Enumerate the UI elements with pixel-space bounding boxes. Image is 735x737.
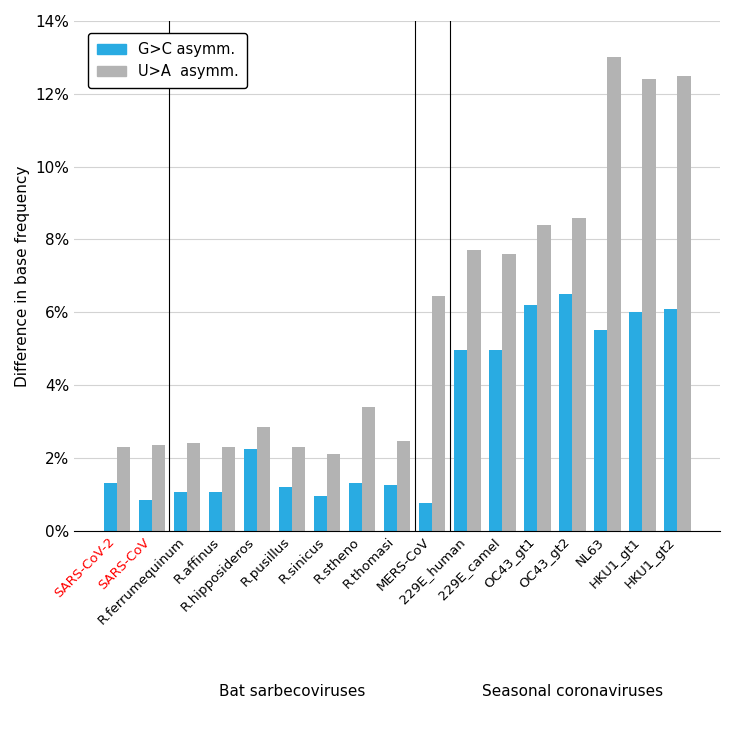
Bar (594, 330, 607, 531)
Bar (327, 454, 340, 531)
Text: Seasonal coronaviruses: Seasonal coronaviruses (481, 683, 663, 699)
Bar (607, 57, 620, 531)
Bar (454, 351, 467, 531)
Bar (524, 305, 537, 531)
Bar (432, 296, 445, 531)
Bar (384, 485, 397, 531)
Bar (419, 503, 432, 531)
Y-axis label: Difference in base frequency: Difference in base frequency (15, 165, 30, 386)
Bar (257, 427, 270, 531)
Bar (559, 294, 573, 531)
Text: Bat sarbecoviruses: Bat sarbecoviruses (219, 683, 365, 699)
Bar (314, 496, 327, 531)
Bar (489, 351, 502, 531)
Bar (104, 483, 117, 531)
Bar (349, 483, 362, 531)
Bar (664, 309, 678, 531)
Legend: G>C asymm., U>A  asymm.: G>C asymm., U>A asymm. (88, 33, 247, 88)
Bar (152, 445, 165, 531)
Bar (222, 447, 235, 531)
Bar (642, 80, 656, 531)
Bar (502, 254, 515, 531)
Bar (629, 312, 642, 531)
Bar (573, 217, 586, 531)
Bar (244, 449, 257, 531)
Bar (397, 441, 410, 531)
Bar (139, 500, 152, 531)
Bar (678, 76, 691, 531)
Bar (187, 443, 201, 531)
Bar (467, 251, 481, 531)
Bar (292, 447, 305, 531)
Bar (279, 487, 292, 531)
Bar (209, 492, 222, 531)
Bar (173, 492, 187, 531)
Bar (362, 407, 376, 531)
Bar (537, 225, 551, 531)
Bar (117, 447, 130, 531)
